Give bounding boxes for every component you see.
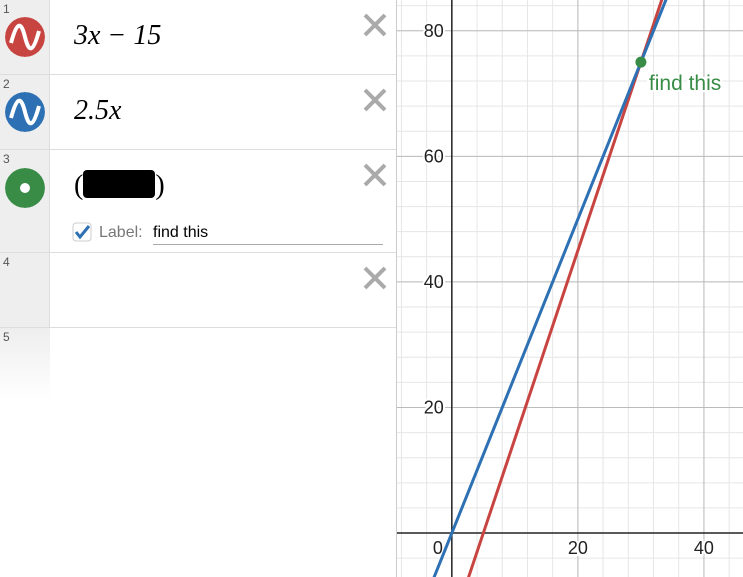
point-icon[interactable] (5, 168, 45, 208)
y-tick-label: 60 (424, 146, 444, 166)
row-number: 4 (0, 253, 50, 327)
expression-text[interactable]: 2.5x (74, 95, 122, 126)
row-index: 3 (3, 152, 10, 166)
expression-row[interactable]: 2 2.5x (0, 75, 396, 150)
function-line (467, 0, 664, 577)
row-number: 5 (0, 328, 50, 400)
expression-row[interactable]: 1 3x − 15 (0, 0, 396, 75)
expression-text[interactable]: 3x − 15 (74, 20, 162, 51)
x-tick-label: 20 (568, 538, 588, 558)
point-label: find this (649, 72, 721, 95)
redacted-box (83, 170, 156, 198)
line-icon[interactable] (5, 92, 45, 132)
delete-button[interactable] (362, 265, 388, 291)
row-index: 4 (3, 255, 10, 269)
row-index: 5 (3, 330, 10, 344)
expression-row[interactable]: 3 () Label: find this (0, 150, 396, 253)
delete-button[interactable] (362, 87, 388, 113)
y-tick-label: 80 (424, 21, 444, 41)
x-tick-label: 40 (694, 538, 714, 558)
expression-text[interactable]: () (74, 170, 165, 202)
y-tick-label: 40 (424, 272, 444, 292)
expression-list: 1 3x − 15 2 2.5x 3 () Label: find this 4… (0, 0, 397, 577)
label-input[interactable]: find this (153, 224, 383, 245)
graph-paper[interactable]: 0 20 40 20 40 60 80 find this (397, 0, 743, 577)
y-tick-label: 20 (424, 397, 444, 417)
expression-row[interactable]: 4 (0, 253, 396, 328)
row-index: 1 (3, 2, 10, 16)
label-checkbox[interactable] (72, 222, 92, 242)
point (635, 56, 647, 68)
paren: ) (155, 170, 165, 201)
expression-row[interactable]: 5 (0, 328, 396, 400)
x-tick-label: 0 (433, 538, 443, 558)
delete-button[interactable] (362, 12, 388, 38)
delete-button[interactable] (362, 162, 388, 188)
line-icon[interactable] (5, 17, 45, 57)
row-index: 2 (3, 77, 10, 91)
label-caption: Label: (99, 224, 143, 241)
paren: ( (74, 170, 84, 201)
function-line (432, 0, 668, 577)
